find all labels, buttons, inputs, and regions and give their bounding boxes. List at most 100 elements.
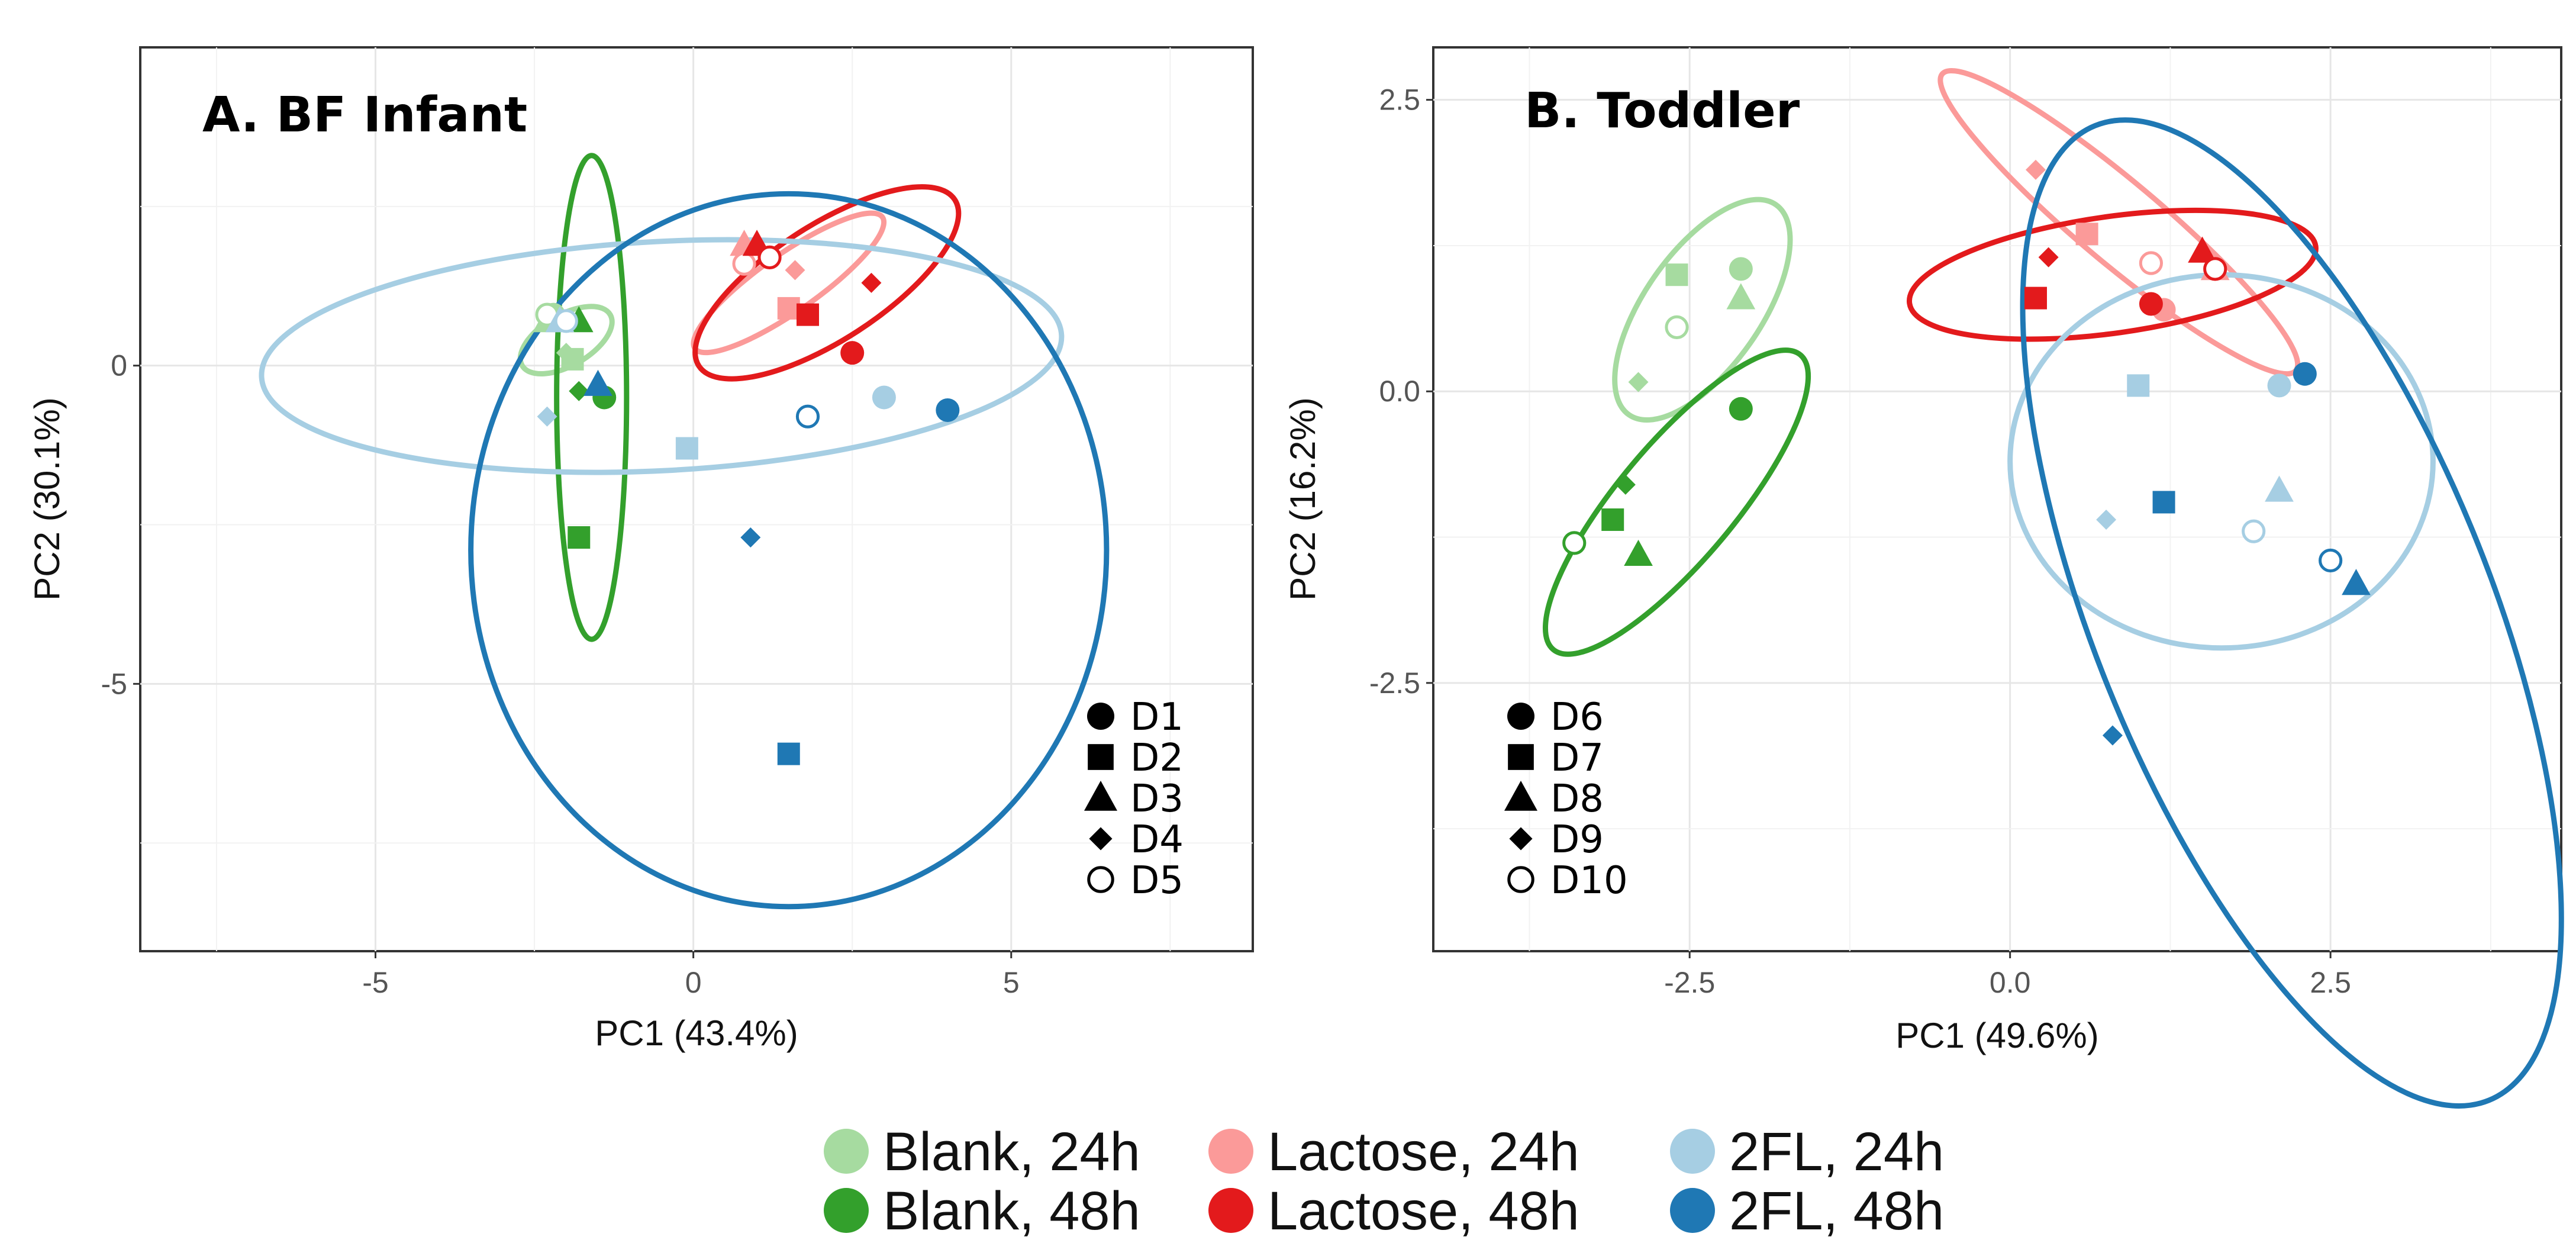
data-point (2025, 159, 2046, 180)
y-tick-label: -2.5 (1369, 666, 1420, 700)
legend-shape-icon (1084, 781, 1118, 811)
panel-a-points (533, 230, 960, 765)
legend-shape-label: D1 (1130, 695, 1184, 739)
confidence-ellipse (1542, 347, 1811, 657)
y-tick-label: 0 (111, 349, 127, 382)
data-point (2152, 491, 2175, 514)
data-point (2127, 374, 2150, 397)
data-point (1615, 474, 1636, 495)
y-tick-label: 0.0 (1379, 375, 1420, 408)
x-tick-label: 2.5 (2310, 966, 2351, 999)
legend-shape-label: D8 (1550, 777, 1604, 821)
data-point (1726, 283, 1756, 310)
legend-condition-label: Blank, 24h (883, 1122, 1140, 1182)
data-point (2342, 569, 2371, 595)
legend-shape-icon (1088, 744, 1114, 770)
confidence-ellipse (2020, 117, 2564, 1109)
data-point (2102, 725, 2123, 746)
data-point (797, 303, 819, 326)
data-point (556, 343, 576, 363)
data-point (1729, 397, 1753, 421)
legend-shape-icon (1508, 744, 1534, 770)
data-point (2265, 475, 2294, 502)
data-point (757, 245, 782, 269)
data-point (1601, 508, 1624, 531)
data-point (2267, 373, 2291, 398)
legend-shape-icon (1087, 866, 1114, 893)
data-point (936, 398, 960, 422)
data-point (840, 341, 865, 365)
panel-b-points (1562, 159, 2371, 746)
legend-shape-icon (1504, 781, 1538, 811)
data-point (1729, 257, 1753, 281)
panel-a-ticks: -5 0 5 0 -5 (101, 349, 1020, 999)
panel-b-toddler: -2.5 0.0 2.5 2.5 0.0 -2.5 B. Toddler PC1 (49.… (1283, 46, 2564, 1109)
legend-condition-swatch (1208, 1129, 1253, 1174)
legend-shape-label: D10 (1550, 859, 1628, 903)
data-point (569, 381, 589, 401)
data-point (861, 272, 882, 293)
panel-b-x-axis-title: PC1 (49.6%) (1895, 1016, 2098, 1055)
x-tick-label: -2.5 (1664, 966, 1715, 999)
legend-shape-label: D2 (1130, 736, 1184, 780)
data-point (568, 526, 591, 549)
legend-condition-label: 2FL, 48h (1729, 1181, 1944, 1241)
x-tick-label: 0 (685, 966, 702, 999)
panel-b-ticks: -2.5 0.0 2.5 2.5 0.0 -2.5 (1369, 83, 2351, 999)
confidence-ellipse (259, 237, 1065, 475)
data-point (1665, 315, 1689, 339)
x-tick-label: -5 (362, 966, 388, 999)
confidence-ellipse (1612, 197, 1793, 423)
legend-shape-label: D6 (1550, 695, 1604, 739)
data-point (2075, 223, 2098, 246)
data-point (537, 406, 557, 427)
panel-a-bf-infant: -5 0 5 0 -5 A. BF Infant PC1 (43.4%) PC2 (30… (27, 46, 1254, 1053)
data-point (2096, 509, 2117, 530)
panel-b-title: B. Toddler (1524, 83, 1800, 139)
legend-condition-swatch (1208, 1188, 1253, 1233)
data-point (2024, 286, 2047, 310)
data-point (777, 297, 800, 320)
legend-shape-icon (1089, 827, 1113, 851)
y-tick-label: -5 (101, 667, 127, 700)
data-point (740, 527, 761, 548)
data-point (785, 260, 805, 281)
data-point (554, 309, 578, 333)
data-point (2293, 362, 2317, 386)
confidence-ellipse (468, 191, 1110, 910)
legend-condition-label: 2FL, 24h (1729, 1122, 1944, 1182)
legend-condition-swatch (824, 1188, 869, 1233)
data-point (732, 252, 756, 276)
data-point (675, 437, 698, 460)
data-point (2038, 247, 2059, 268)
data-point (2188, 236, 2217, 263)
data-point (1628, 372, 1649, 392)
legend-condition-label: Lactose, 24h (1268, 1122, 1579, 1182)
legend-shape-icon (1509, 827, 1533, 851)
legend-shape-icon (1507, 703, 1534, 730)
panel-a-x-axis-title: PC1 (43.4%) (595, 1013, 798, 1053)
legend-shape-label: D3 (1130, 777, 1184, 821)
x-tick-label: 0.0 (1990, 966, 2031, 999)
data-point (795, 404, 820, 429)
legend-shape-icon (1087, 703, 1114, 730)
panel-a-grid (140, 47, 1253, 951)
legend-shape-label: D7 (1550, 736, 1604, 780)
confidence-ellipse (692, 184, 962, 382)
data-point (2242, 519, 2266, 543)
data-point (1562, 531, 1587, 555)
panel-b-y-axis-title: PC2 (16.2%) (1283, 397, 1323, 600)
legend-shape-icon (1507, 866, 1534, 893)
y-tick-label: 2.5 (1379, 83, 1420, 117)
panel-a-y-axis-title: PC2 (30.1%) (27, 397, 67, 600)
legend-shape-label: D5 (1130, 859, 1184, 903)
data-point (777, 742, 800, 765)
data-point (2203, 257, 2227, 281)
data-point (1665, 263, 1688, 286)
data-point (872, 385, 896, 410)
panel-b-grid (1433, 47, 2561, 951)
panel-a-title: A. BF Infant (202, 87, 527, 143)
panel-b-frame (1432, 46, 2562, 952)
